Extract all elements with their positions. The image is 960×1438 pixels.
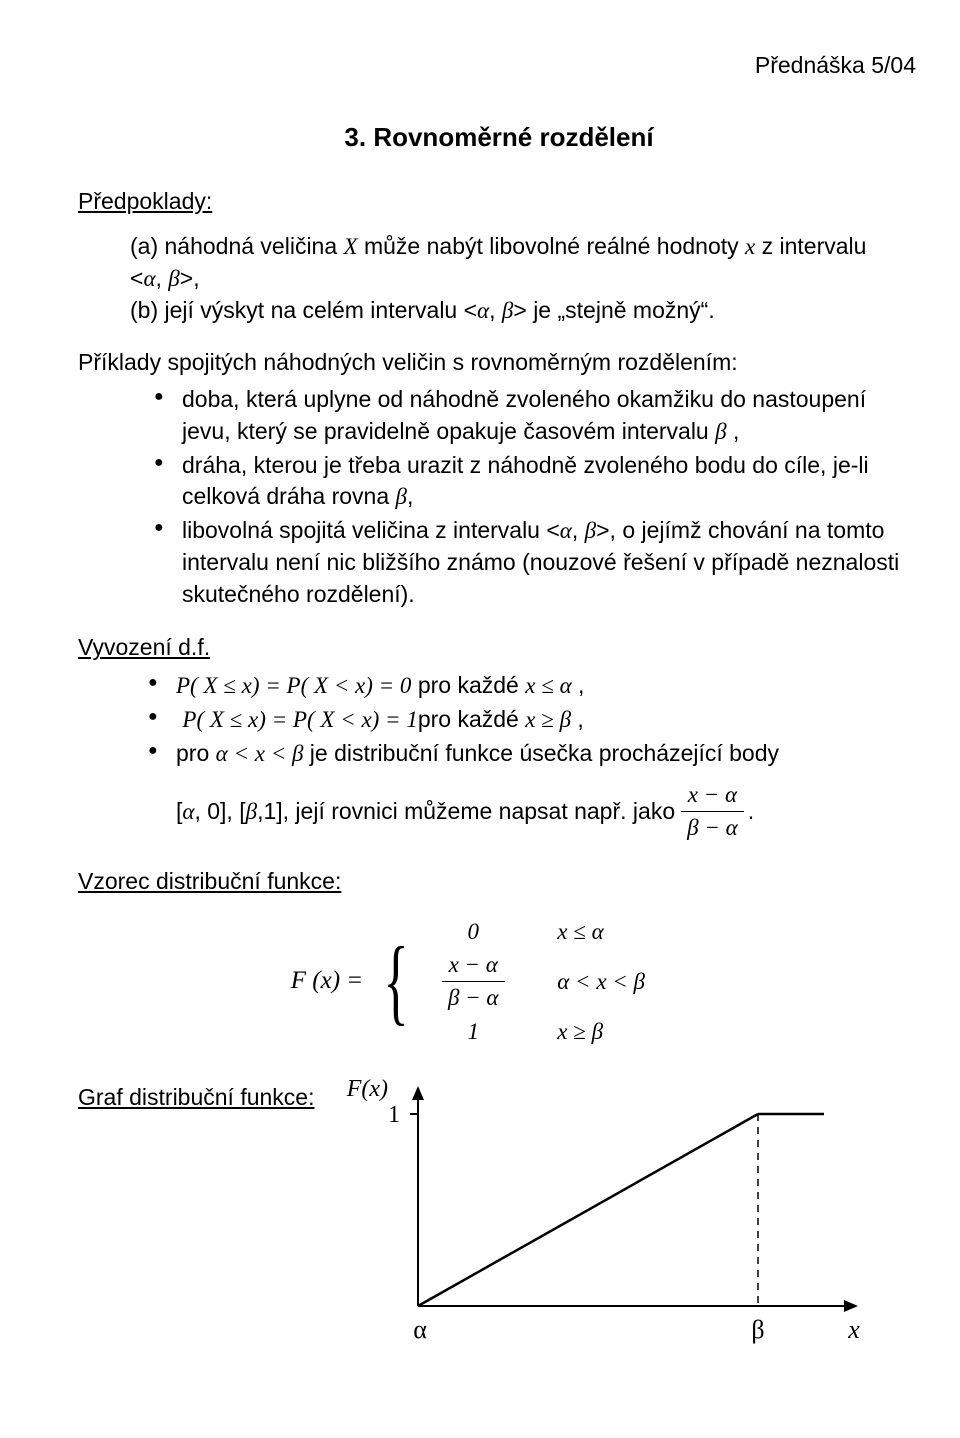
interval-alpha: α bbox=[143, 266, 155, 291]
piece1-cond: x ≤ α bbox=[523, 916, 707, 948]
example-3: libovolná spojitá veličina z intervalu <… bbox=[154, 515, 920, 610]
example-2-end: , bbox=[407, 483, 413, 509]
example-3-pre: libovolná spojitá veličina z intervalu < bbox=[182, 517, 560, 543]
svg-text:1: 1 bbox=[388, 1102, 400, 1128]
assumption-b-sep: , bbox=[489, 297, 502, 323]
interval-open: < bbox=[130, 265, 143, 291]
piece2-den: β − α bbox=[442, 981, 505, 1014]
derivation-1: P( X ≤ x) = P( X < x) = 0 pro každé x ≤ … bbox=[148, 670, 920, 702]
example-1-beta: β bbox=[715, 419, 726, 444]
deriv2-comma: , bbox=[571, 706, 584, 732]
piece2-cond: α < x < β bbox=[523, 966, 707, 998]
deriv2-expr: P( X ≤ x) = P( X < x) = 1 bbox=[182, 707, 417, 732]
example-1-end: , bbox=[727, 418, 740, 444]
assumption-b-alpha: α bbox=[477, 298, 489, 323]
deriv2-mid: pro každé bbox=[418, 706, 525, 732]
deriv3-cond: α < x < β bbox=[216, 741, 304, 766]
deriv2-cond: x ≥ β bbox=[525, 707, 571, 732]
Fx-eq: F (x) = bbox=[291, 964, 363, 999]
deriv3-beta: β bbox=[246, 796, 257, 828]
assumption-b-pre: (b) její výskyt na celém intervalu < bbox=[130, 297, 477, 323]
examples-heading: Příklady spojitých náhodných veličin s r… bbox=[78, 347, 920, 379]
graph-label: Graf distribuční funkce: bbox=[78, 1084, 315, 1110]
example-3-alpha: α bbox=[560, 518, 572, 543]
deriv3-a: pro bbox=[176, 740, 216, 766]
piece2-num: x − α bbox=[442, 949, 505, 981]
interval-close: >, bbox=[180, 265, 200, 291]
example-3-sep: , bbox=[572, 517, 585, 543]
derivation-list: P( X ≤ x) = P( X < x) = 0 pro každé x ≤ … bbox=[148, 670, 920, 844]
assumption-a-X: X bbox=[344, 234, 358, 259]
assumptions-label: Předpoklady: bbox=[78, 188, 212, 214]
example-3-beta: β bbox=[585, 518, 596, 543]
derivation-3: pro α < x < β je distribuční funkce úseč… bbox=[148, 738, 920, 844]
assumption-b-post: > je „stejně možný“. bbox=[513, 297, 714, 323]
interval-sep: , bbox=[156, 265, 169, 291]
deriv1-comma: , bbox=[572, 672, 585, 698]
assumption-a-x: x bbox=[745, 234, 755, 259]
svg-text:β: β bbox=[751, 1315, 764, 1344]
derivation-label: Vyvození d.f. bbox=[78, 634, 210, 660]
deriv1-mid: pro každé bbox=[411, 672, 525, 698]
svg-text:α: α bbox=[413, 1315, 427, 1344]
assumption-a-post: z intervalu bbox=[755, 233, 866, 259]
deriv3-line2-c: ,1], její rovnici můžeme napsat např. ja… bbox=[257, 796, 675, 828]
piece3-cond: x ≥ β bbox=[523, 1016, 707, 1048]
deriv3-fraction: x − α β − α bbox=[681, 779, 744, 843]
examples-list: doba, která uplyne od náhodně zvoleného … bbox=[154, 384, 920, 610]
example-2: dráha, kterou je třeba urazit z náhodně … bbox=[154, 450, 920, 513]
piece3-expr: 1 bbox=[423, 1016, 523, 1048]
deriv1-cond: x ≤ α bbox=[525, 673, 571, 698]
deriv3-period: . bbox=[748, 796, 754, 828]
cdf-graph: F(x)1 α β x bbox=[338, 1076, 878, 1356]
example-1: doba, která uplyne od náhodně zvoleného … bbox=[154, 384, 920, 447]
piece-row-2: x − α β − α α < x < β bbox=[423, 949, 707, 1013]
example-2-text: dráha, kterou je třeba urazit z náhodně … bbox=[182, 452, 869, 510]
frac-num: x − α bbox=[688, 782, 737, 807]
deriv3-line2-b: , 0], [ bbox=[194, 796, 245, 828]
piece1-expr: 0 bbox=[423, 916, 523, 948]
deriv1-expr: P( X ≤ x) = P( X < x) = 0 bbox=[176, 673, 411, 698]
piece-row-3: 1 x ≥ β bbox=[423, 1016, 707, 1048]
left-brace-icon: { bbox=[384, 938, 409, 1024]
svg-text:x: x bbox=[847, 1315, 860, 1344]
deriv3-b: je distribuční funkce úsečka procházejíc… bbox=[303, 740, 779, 766]
assumption-a-mid: může nabýt libovolné reálné hodnoty bbox=[358, 233, 745, 259]
assumptions-block: (a) náhodná veličina X může nabýt libovo… bbox=[78, 231, 920, 326]
example-1-text: doba, která uplyne od náhodně zvoleného … bbox=[182, 386, 866, 444]
example-2-beta: β bbox=[396, 484, 407, 509]
piece2-fraction: x − α β − α bbox=[442, 949, 505, 1013]
piecewise-formula: F (x) = { 0 x ≤ α x − α β − α α < x < β … bbox=[78, 916, 920, 1048]
svg-text:F(x): F(x) bbox=[346, 1076, 388, 1102]
interval-beta: β bbox=[168, 266, 179, 291]
assumption-b-beta: β bbox=[502, 298, 513, 323]
deriv3-alpha: α bbox=[182, 796, 194, 828]
page-header: Přednáška 5/04 bbox=[78, 50, 920, 82]
frac-den: β − α bbox=[687, 815, 738, 840]
piece-row-1: 0 x ≤ α bbox=[423, 916, 707, 948]
assumption-a-pre: (a) náhodná veličina bbox=[130, 233, 344, 259]
derivation-2: P( X ≤ x) = P( X < x) = 1pro každé x ≥ β… bbox=[148, 704, 920, 736]
page-title: 3. Rovnoměrné rozdělení bbox=[78, 120, 920, 156]
formula-label: Vzorec distribuční funkce: bbox=[78, 868, 341, 894]
